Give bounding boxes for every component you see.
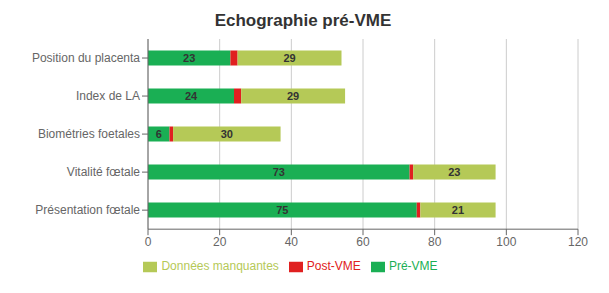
html-text:Post-VME: Post-VME xyxy=(306,259,361,274)
svg-text:23: 23 xyxy=(448,166,460,178)
svg-text:23: 23 xyxy=(183,52,195,64)
svg-text:60: 60 xyxy=(356,235,370,249)
svg-text:Présentation fœtale: Présentation fœtale xyxy=(35,203,140,217)
svg-text:Position du placenta: Position du placenta xyxy=(32,51,140,65)
svg-text:6: 6 xyxy=(156,128,162,140)
svg-text:80: 80 xyxy=(428,235,442,249)
svg-text:120: 120 xyxy=(568,235,588,249)
svg-text:29: 29 xyxy=(283,52,295,64)
svg-text:24: 24 xyxy=(185,90,198,102)
svg-text:Vitalité fœtale: Vitalité fœtale xyxy=(67,165,140,179)
svg-text:29: 29 xyxy=(287,90,299,102)
svg-text:75: 75 xyxy=(276,204,288,216)
svg-text:73: 73 xyxy=(273,166,285,178)
svg-text:Index de LA: Index de LA xyxy=(76,89,140,103)
html-text:Echographie pré-VME: Echographie pré-VME xyxy=(214,11,392,30)
svg-text:Biométries foetales: Biométries foetales xyxy=(38,127,140,141)
html-text:Données manquantes: Données manquantes xyxy=(161,259,279,274)
svg-text:100: 100 xyxy=(496,235,516,249)
svg-text:20: 20 xyxy=(213,235,227,249)
html-text:Pré-VME: Pré-VME xyxy=(388,259,438,274)
svg-text:0: 0 xyxy=(145,235,152,249)
svg-text:30: 30 xyxy=(221,128,233,140)
svg-text:21: 21 xyxy=(452,204,464,216)
svg-text:40: 40 xyxy=(285,235,299,249)
